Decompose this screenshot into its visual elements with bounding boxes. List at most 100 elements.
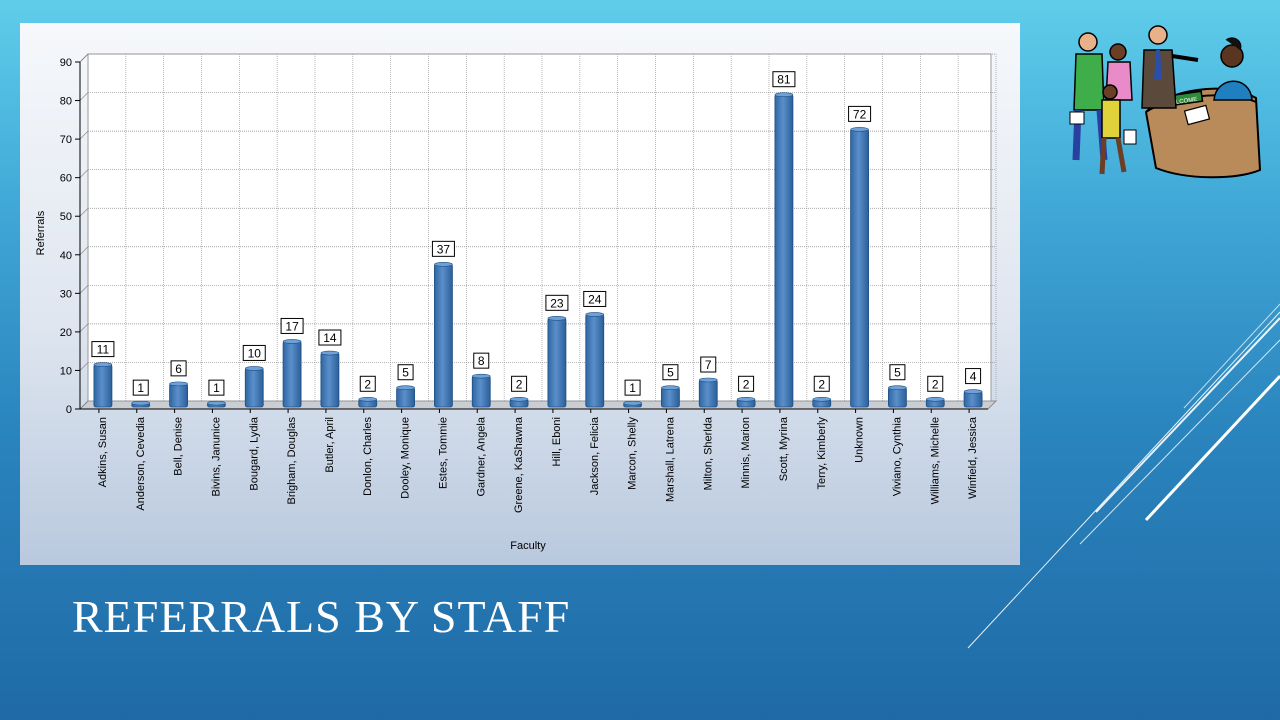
- x-tick-label: Brigham, Douglas: [286, 417, 298, 505]
- data-label: 11: [97, 343, 110, 357]
- data-label: 10: [248, 346, 262, 360]
- x-tick-label: Dooley, Monique: [400, 417, 412, 499]
- data-label-box: [242, 344, 266, 361]
- gridline-side: [79, 362, 89, 371]
- bar-top: [888, 385, 907, 391]
- bar-chart: 0 10 20 30 40 50 60 70 80 90 Adkins, Susan Anderson…: [35, 53, 998, 552]
- data-label-box: [927, 375, 944, 392]
- bar-top: [320, 350, 340, 356]
- data-label-box: [813, 375, 830, 392]
- x-tick-label: Butler, April: [324, 417, 336, 473]
- bar: [169, 383, 188, 408]
- gridline-side: [79, 92, 89, 101]
- data-label: 72: [853, 107, 867, 121]
- plot-back-wall: [87, 53, 992, 402]
- y-tick-label: 90: [60, 57, 72, 69]
- data-label: 24: [588, 292, 602, 306]
- x-tick-label: Minnis, Marion: [740, 417, 752, 489]
- bar-top: [963, 389, 983, 394]
- data-label: 23: [550, 296, 564, 310]
- bar: [320, 352, 340, 408]
- x-tick-label: Gardner, Angela: [475, 416, 487, 496]
- data-label-box: [318, 329, 342, 346]
- welcome-sign-text: WELCOME: [1166, 97, 1198, 107]
- x-tick-label: Terry, Kimberly: [816, 417, 828, 490]
- slide-title: REFERRALS BY STAFF: [72, 591, 571, 642]
- x-tick-label: Winfield, Jessica: [967, 416, 979, 499]
- bar: [585, 314, 605, 408]
- data-label-box: [208, 379, 225, 396]
- data-label: 1: [137, 381, 144, 395]
- bar: [850, 129, 869, 408]
- gridline-side: [79, 246, 89, 256]
- data-label: 2: [743, 377, 750, 391]
- bar-top: [812, 396, 832, 402]
- x-tick-label: Bivins, Janunice: [210, 417, 222, 497]
- bar: [661, 387, 680, 408]
- bar-top: [471, 373, 491, 379]
- data-label-box: [545, 294, 569, 311]
- bar: [244, 368, 264, 408]
- data-label: 5: [894, 366, 901, 380]
- data-label-box: [889, 364, 906, 381]
- bar-top: [282, 339, 302, 344]
- data-label: 2: [516, 377, 523, 391]
- x-tick-label: Adkins, Susan: [97, 417, 109, 487]
- x-tick-label: Donlon, Charles: [362, 417, 374, 496]
- chart-panel: 0 10 20 30 40 50 60 70 80 90 Adkins, Susan Anderson…: [20, 23, 1020, 565]
- bar-top: [623, 400, 642, 406]
- x-tick-label: Hill, Eboni: [551, 417, 563, 467]
- data-label-box: [738, 375, 755, 392]
- data-label-box: [170, 360, 187, 377]
- bar-top: [925, 396, 945, 402]
- data-label-box: [583, 290, 607, 307]
- bar: [434, 263, 453, 408]
- bar-top: [850, 127, 869, 132]
- data-label: 2: [818, 377, 825, 391]
- data-label-box: [280, 317, 304, 334]
- gridline-side: [79, 169, 89, 178]
- data-label: 5: [667, 366, 674, 380]
- data-label-box: [91, 341, 115, 358]
- data-label-box: [965, 368, 982, 385]
- data-label-box: [700, 356, 717, 373]
- bar-top: [774, 92, 794, 97]
- x-axis-title: Faculty: [510, 540, 546, 552]
- y-tick-label: 60: [60, 173, 72, 185]
- data-label: 8: [478, 354, 485, 368]
- bar-top: [169, 381, 188, 387]
- y-tick-label: 30: [60, 288, 72, 300]
- x-tick-label: Scott, Myrina: [778, 416, 790, 481]
- y-tick-label: 80: [60, 96, 72, 108]
- gridline-side: [79, 130, 89, 140]
- data-label: 81: [777, 73, 791, 87]
- data-label: 4: [970, 370, 977, 384]
- y-tick-label: 20: [60, 327, 72, 339]
- gridline-side: [79, 53, 89, 63]
- y-tick-label: 50: [60, 211, 72, 223]
- bar: [396, 387, 415, 408]
- data-label: 2: [932, 377, 939, 391]
- data-label-box: [662, 364, 679, 381]
- gridline-side: [79, 323, 89, 333]
- y-tick-label: 10: [60, 365, 72, 377]
- data-label: 5: [402, 366, 409, 380]
- bar-top: [661, 385, 680, 391]
- data-label: 37: [437, 242, 451, 256]
- gridline-side: [79, 285, 89, 294]
- bar: [547, 317, 567, 408]
- x-tick-label: Unknown: [854, 417, 866, 463]
- gridline-side: [79, 207, 89, 217]
- bar: [93, 364, 113, 408]
- bar-top: [509, 396, 529, 402]
- data-label: 1: [213, 381, 220, 395]
- data-label-box: [511, 375, 528, 392]
- bar-top: [547, 316, 567, 321]
- x-tick-label: Bell, Denise: [173, 417, 185, 476]
- x-tick-label: Marshall, Latrena: [664, 416, 676, 502]
- gridline-side: [79, 400, 89, 410]
- decorative-lines: [967, 303, 1280, 649]
- bar-top: [207, 400, 226, 406]
- x-tick-label: Jackson, Felicia: [589, 416, 601, 495]
- bar: [282, 341, 302, 408]
